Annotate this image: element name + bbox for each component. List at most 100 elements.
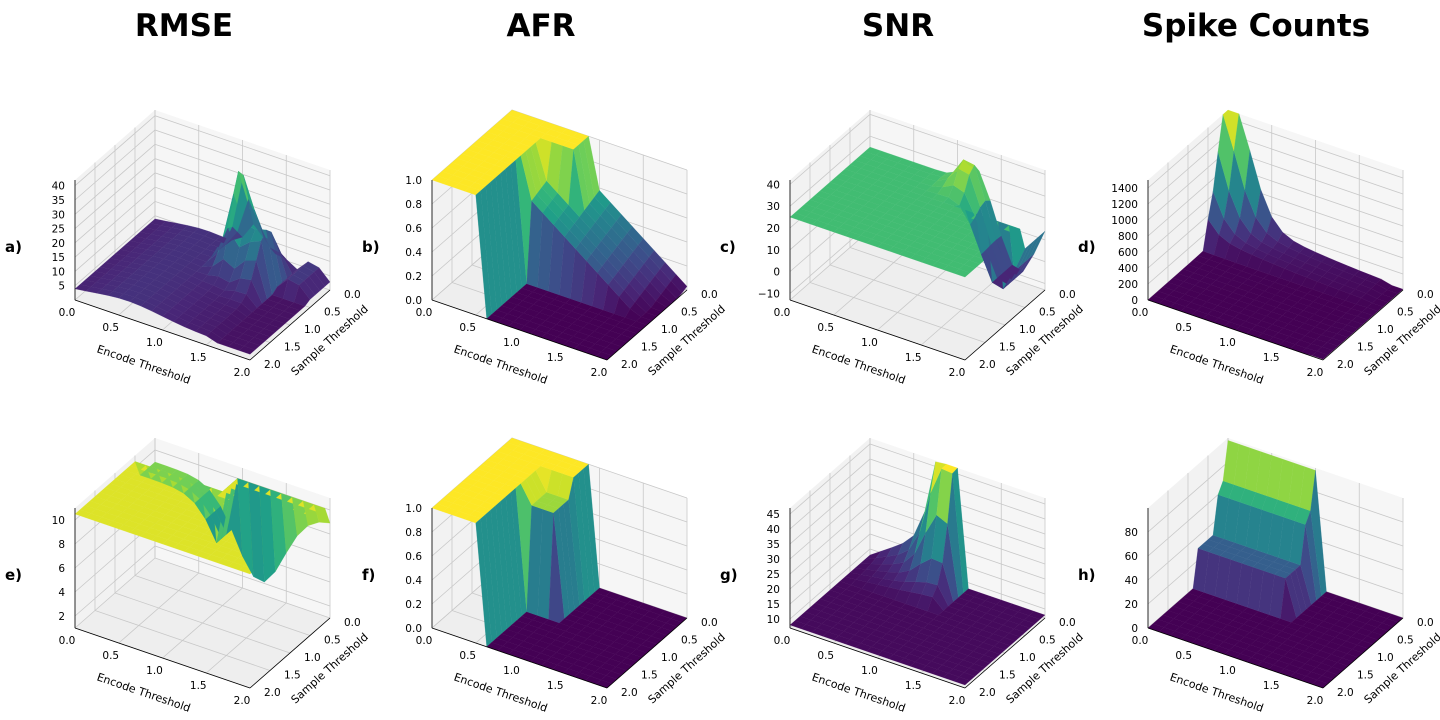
- x-tick-label: 1.0: [146, 665, 163, 677]
- z-tick-label: 2: [58, 611, 65, 623]
- y-tick-label: 0.5: [1039, 635, 1056, 647]
- x-tick-label: 2.0: [234, 367, 251, 379]
- grid-line: [789, 533, 1046, 605]
- y-tick-label: 2.0: [979, 687, 996, 699]
- y-tick-label: 2.0: [1337, 359, 1354, 371]
- z-tick-label: 200: [1118, 279, 1138, 291]
- y-tick-label: 0.0: [1417, 289, 1434, 301]
- panel-label: h): [1078, 566, 1096, 584]
- z-tick-label: 0.2: [405, 599, 422, 611]
- z-tick-label: 8: [58, 539, 65, 551]
- x-tick-label: 2.0: [1307, 695, 1324, 707]
- y-tick-label: 0.0: [701, 289, 718, 301]
- x-tick-label: 0.0: [1132, 635, 1149, 647]
- y-tick-label: 2.0: [621, 687, 638, 699]
- z-tick-label: 800: [1118, 231, 1138, 243]
- grid-line: [789, 488, 1046, 560]
- z-tick-label: 25: [52, 224, 65, 236]
- y-tick-label: 2.0: [1337, 687, 1354, 699]
- z-tick-label: 10: [767, 245, 780, 257]
- y-axis-line: [249, 289, 331, 361]
- grid-line: [789, 458, 1046, 530]
- y-tick-label: 0.0: [1059, 617, 1076, 629]
- panel-f: 0.00.51.01.52.00.00.51.01.52.00.00.20.40…: [362, 437, 728, 715]
- y-tick-label: 0.5: [681, 307, 698, 319]
- y-tick-label: 0.5: [1039, 307, 1056, 319]
- z-tick-label: 35: [52, 195, 65, 207]
- panel-label: d): [1078, 238, 1096, 256]
- x-tick-label: 0.0: [774, 307, 791, 319]
- panel-d: 0.00.51.01.52.00.00.51.01.52.00200400600…: [1078, 109, 1440, 387]
- y-tick-label: 0.0: [344, 289, 361, 301]
- y-tick-label: 0.0: [1059, 289, 1076, 301]
- z-tick-label: 0.6: [405, 551, 422, 563]
- x-tick-label: 0.0: [416, 307, 433, 319]
- grid-line: [789, 503, 1046, 575]
- x-tick-label: 0.0: [59, 635, 76, 647]
- z-tick-label: 60: [1125, 551, 1138, 563]
- x-tick-label: 0.5: [459, 650, 476, 662]
- z-tick-label: 20: [1125, 599, 1138, 611]
- z-tick-label: 4: [58, 587, 65, 599]
- panel-h: 0.00.51.01.52.00.00.51.01.52.0020406080E…: [1078, 438, 1440, 715]
- z-tick-label: 0.0: [405, 295, 422, 307]
- x-tick-label: 0.0: [59, 307, 76, 319]
- x-tick-label: 1.5: [1263, 680, 1280, 692]
- y-axis-line: [1322, 289, 1404, 361]
- x-tick-label: 1.5: [905, 680, 922, 692]
- surface-facet: [313, 504, 331, 524]
- panel-g: 0.00.51.01.52.00.00.51.01.52.01015202530…: [720, 438, 1086, 715]
- x-tick-label: 1.0: [503, 337, 520, 349]
- z-tick-label: 45: [767, 509, 780, 521]
- panel-label: b): [362, 238, 380, 256]
- z-tick-label: 10: [52, 515, 65, 527]
- y-tick-label: 0.5: [324, 307, 341, 319]
- x-axis-label: Encode Threshold: [1168, 671, 1265, 715]
- y-tick-label: 0.0: [701, 617, 718, 629]
- y-axis-line: [964, 289, 1046, 361]
- y-tick-label: 1.0: [304, 324, 321, 336]
- panel-e: 0.00.51.01.52.00.00.51.01.52.0246810Enco…: [5, 438, 371, 715]
- x-tick-label: 0.0: [1132, 307, 1149, 319]
- x-axis-line: [1147, 299, 1324, 361]
- x-tick-label: 2.0: [234, 695, 251, 707]
- grid-line: [74, 158, 331, 229]
- x-axis-label: Encode Threshold: [810, 671, 907, 715]
- z-tick-label: 5: [58, 281, 65, 293]
- y-tick-label: 1.0: [1019, 324, 1036, 336]
- z-tick-label: 1400: [1111, 183, 1138, 195]
- x-tick-label: 1.0: [1219, 337, 1236, 349]
- panel-a: 0.00.51.01.52.00.00.51.01.52.05101520253…: [5, 110, 371, 387]
- x-axis-label: Encode Threshold: [452, 671, 549, 715]
- x-axis-line: [789, 299, 966, 361]
- x-tick-label: 0.5: [459, 322, 476, 334]
- x-axis-line: [789, 627, 966, 689]
- z-tick-label: 0.4: [405, 575, 422, 587]
- z-tick-label: 35: [767, 539, 780, 551]
- x-tick-label: 0.5: [817, 322, 834, 334]
- x-tick-label: 1.5: [190, 680, 207, 692]
- z-tick-label: 30: [767, 554, 780, 566]
- x-tick-label: 1.5: [905, 352, 922, 364]
- y-axis-line: [606, 289, 688, 361]
- grid-line: [74, 186, 331, 258]
- y-tick-label: 2.0: [979, 359, 996, 371]
- y-tick-label: 1.0: [1019, 652, 1036, 664]
- panel-label: g): [720, 566, 738, 584]
- z-tick-label: 10: [52, 266, 65, 278]
- grid-line: [789, 473, 1046, 545]
- z-tick-label: 20: [767, 584, 780, 596]
- surface-facet: [670, 274, 688, 294]
- z-tick-label: −10: [758, 288, 780, 300]
- grid-line: [789, 135, 1046, 207]
- grid-line: [94, 490, 271, 671]
- x-tick-label: 2.0: [949, 367, 966, 379]
- y-tick-label: 0.5: [1397, 307, 1414, 319]
- column-title-afr: AFR: [506, 8, 576, 44]
- z-tick-label: 6: [58, 563, 65, 575]
- z-tick-label: 40: [767, 179, 780, 191]
- x-axis-line: [74, 627, 251, 689]
- z-tick-label: 0: [1131, 623, 1138, 635]
- x-tick-label: 1.0: [861, 337, 878, 349]
